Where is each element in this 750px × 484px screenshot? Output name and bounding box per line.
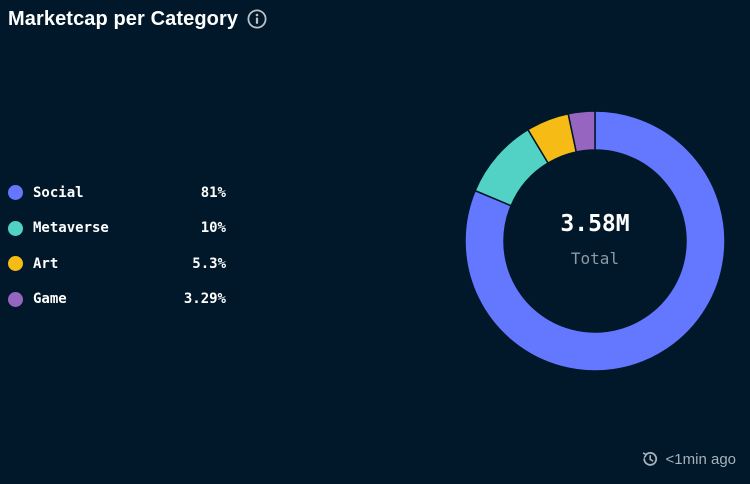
legend-label: Metaverse xyxy=(33,220,109,237)
info-icon[interactable] xyxy=(247,9,267,29)
legend-value: 81% xyxy=(200,184,226,201)
legend-value: 5.3% xyxy=(192,255,226,272)
updated-text: <1min ago xyxy=(665,450,736,468)
refresh-clock-icon[interactable] xyxy=(641,450,659,468)
legend-value: 3.29% xyxy=(183,291,226,308)
legend-swatch xyxy=(8,256,23,272)
donut-chart: 3.58M Total xyxy=(463,109,727,373)
legend-item[interactable]: Art 5.3% xyxy=(8,246,226,282)
donut-slice-social[interactable] xyxy=(464,110,726,372)
center-total-value: 3.58M xyxy=(560,211,630,237)
center-total-label: Total xyxy=(570,249,620,268)
legend-label: Social xyxy=(33,184,84,201)
legend-item[interactable]: Metaverse 10% xyxy=(8,211,226,247)
donut-svg xyxy=(464,110,726,372)
chart-title: Marketcap per Category xyxy=(8,7,239,30)
donut-slice-game[interactable] xyxy=(567,110,596,153)
legend-label: Art xyxy=(33,255,59,272)
legend-label: Game xyxy=(33,291,67,308)
legend-swatch xyxy=(8,291,23,307)
legend-swatch xyxy=(8,185,23,201)
legend-item[interactable]: Game 3.29% xyxy=(8,282,226,318)
legend-swatch xyxy=(8,220,23,236)
chart-legend: Social 81% Metaverse 10% Art 5.3% Game 3.29% xyxy=(8,175,226,317)
legend-value: 10% xyxy=(200,220,226,237)
last-updated: <1min ago xyxy=(641,450,736,468)
legend-item[interactable]: Social 81% xyxy=(8,175,226,211)
chart-header: Marketcap per Category xyxy=(8,4,267,34)
